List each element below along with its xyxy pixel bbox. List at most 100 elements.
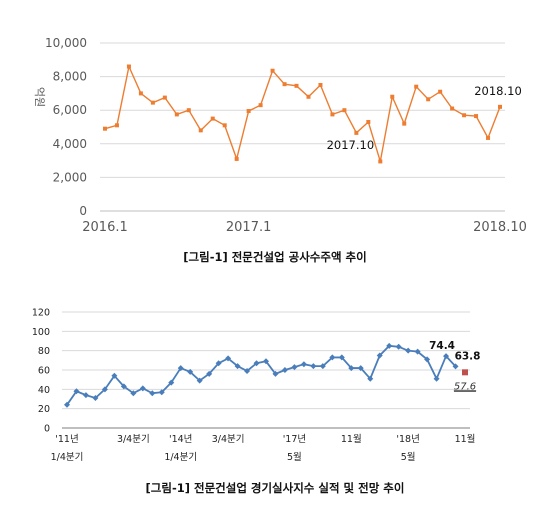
data-point	[225, 355, 232, 362]
data-label: 2018.10	[474, 84, 522, 98]
y-tick-label: 40	[38, 385, 50, 396]
data-point	[187, 368, 194, 375]
data-point	[101, 386, 108, 393]
data-point	[196, 377, 203, 384]
data-point	[168, 379, 175, 386]
data-point	[103, 126, 107, 131]
y-tick-label: 8,000	[53, 70, 87, 84]
data-point	[367, 375, 374, 382]
data-point	[342, 108, 347, 113]
business-survey-index-chart: 0 20 40 60 80 100 120 '11년 1/4분기 3/4분기 '14년 1/4분기 3/…	[32, 308, 481, 464]
x-tick-label: 2016.1	[82, 220, 128, 235]
data-point	[291, 364, 298, 371]
x-tick-label: 3/4분기	[117, 434, 150, 445]
y-tick-label: 100	[32, 327, 50, 338]
data-point	[443, 353, 450, 360]
data-point	[452, 363, 459, 370]
data-point	[395, 343, 402, 350]
data-point	[414, 348, 421, 355]
data-point	[126, 64, 131, 69]
data-point	[405, 347, 412, 354]
data-point	[215, 360, 222, 367]
x-tick-label: 5월	[287, 451, 302, 463]
data-point	[378, 159, 383, 164]
data-point	[263, 358, 269, 365]
data-point	[282, 82, 287, 87]
y-tick-label: 80	[38, 346, 50, 357]
data-point	[376, 352, 383, 359]
data-point	[198, 128, 203, 133]
data-point	[210, 116, 215, 121]
data-point	[438, 89, 443, 94]
x-tick-label: '11년	[55, 434, 78, 445]
chart2-caption: [그림-1] 전문건설업 경기실사지수 실적 및 전망 추이	[145, 481, 405, 495]
data-point	[272, 370, 279, 377]
data-point	[64, 401, 70, 408]
data-point	[329, 354, 336, 361]
y-tick-label: 60	[38, 366, 50, 377]
series-line	[104, 64, 501, 162]
data-point	[114, 123, 119, 128]
x-tick-label: '14년	[169, 434, 192, 445]
x-tick-label: 5월	[401, 451, 416, 463]
data-label: 2017.10	[327, 138, 375, 152]
data-point	[390, 94, 395, 99]
data-point	[424, 356, 431, 363]
data-point	[319, 363, 326, 370]
y-tick-label: 10,000	[45, 36, 87, 50]
data-point	[462, 113, 467, 118]
data-point	[150, 100, 155, 105]
y-tick-label: 0	[44, 424, 50, 435]
data-point	[330, 112, 335, 117]
data-point	[414, 84, 419, 89]
data-point	[300, 361, 307, 368]
data-point	[338, 354, 345, 361]
data-point	[354, 130, 359, 135]
y-tick-label: 120	[32, 308, 50, 319]
data-point	[186, 108, 191, 113]
data-point	[310, 363, 317, 370]
data-point	[348, 365, 355, 372]
data-point	[246, 109, 251, 114]
data-point	[318, 83, 323, 87]
data-point	[244, 367, 251, 374]
data-point	[402, 121, 407, 126]
series-line	[66, 344, 457, 406]
x-tick-label: 1/4분기	[51, 452, 84, 463]
forecast-point	[462, 369, 468, 376]
x-tick-label: '18년	[396, 434, 419, 445]
data-point	[270, 68, 275, 73]
data-point	[111, 372, 118, 379]
x-tick-label: 2017.1	[226, 220, 272, 235]
y-tick-label: 6,000	[53, 103, 87, 117]
data-point	[234, 156, 239, 161]
data-point	[234, 363, 241, 370]
data-point	[158, 389, 165, 396]
data-point	[92, 395, 99, 402]
data-point	[222, 123, 227, 128]
contract-amount-chart: 0 2,000 4,000 6,000 8,000 10,000 억원 2016.1 2017.…	[33, 36, 527, 235]
data-point	[474, 114, 479, 119]
data-point	[498, 104, 502, 109]
y-tick-label: 0	[79, 204, 87, 218]
data-point	[253, 360, 260, 367]
x-tick-label: 1/4분기	[164, 452, 197, 463]
data-point	[281, 367, 288, 373]
y-tick-label: 2,000	[53, 170, 87, 184]
data-point	[357, 365, 364, 372]
data-point	[450, 106, 455, 111]
x-tick-label: 11월	[341, 433, 362, 445]
data-point	[174, 112, 179, 117]
data-point	[162, 95, 167, 100]
data-point	[258, 103, 263, 108]
x-tick-label: 11월	[455, 433, 476, 445]
data-point	[138, 91, 143, 96]
y-tick-label: 4,000	[53, 137, 87, 151]
y-tick-label: 20	[38, 404, 50, 415]
data-point	[177, 365, 184, 372]
data-point	[386, 342, 393, 349]
data-point	[366, 119, 371, 124]
data-point	[206, 370, 213, 377]
data-point	[139, 385, 146, 392]
data-point	[82, 392, 89, 399]
